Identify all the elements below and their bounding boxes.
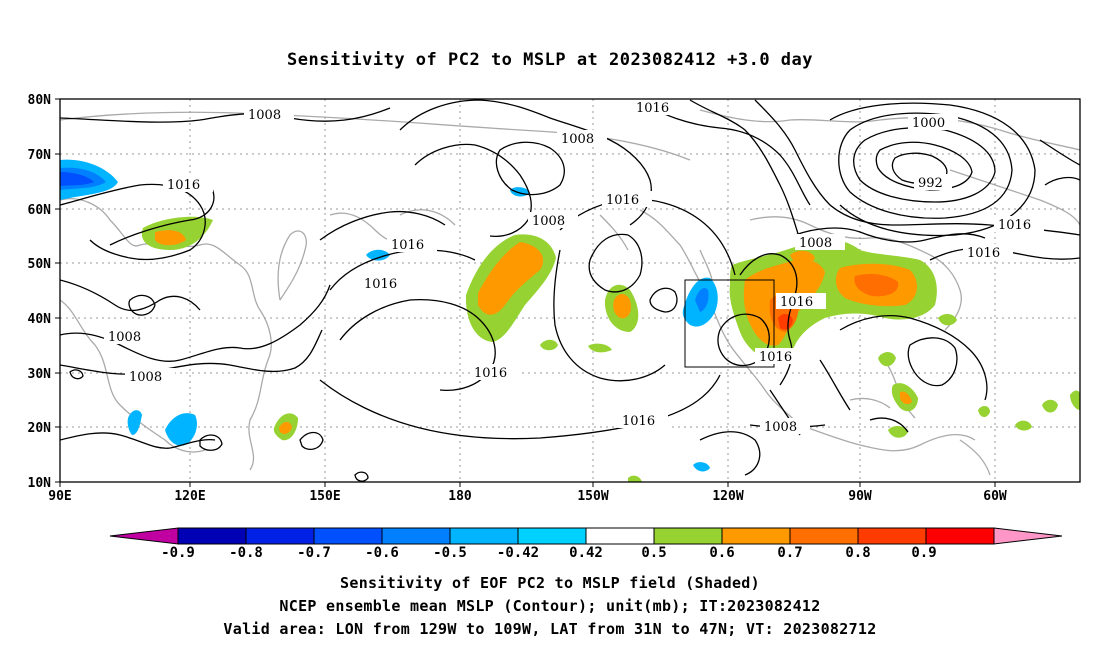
contour-label: 1008 xyxy=(764,420,797,435)
lon-label-90w: 90W xyxy=(848,489,872,504)
contour-label: 1008 xyxy=(532,214,565,229)
contour-label: 1016 xyxy=(474,366,507,381)
lon-label-150e: 150E xyxy=(309,489,340,504)
contour-label: 1008 xyxy=(248,108,281,123)
contour-label: 1016 xyxy=(364,277,397,292)
contour-label: 1008 xyxy=(108,330,141,345)
lat-label-60n: 60N xyxy=(28,203,52,218)
contour-label: 1016 xyxy=(998,218,1031,233)
contour-label: 1016 xyxy=(167,178,200,193)
caption-valid-area: Valid area: LON from 129W to 109W, LAT f… xyxy=(223,620,877,638)
contour-label: 1016 xyxy=(622,414,655,429)
contour-label: 1016 xyxy=(759,350,792,365)
valid-area-box xyxy=(684,279,775,368)
contour-label: 1016 xyxy=(780,295,813,310)
contour-labels: 1008 1016 1008 1016 1000 992 1016 1008 1… xyxy=(104,99,1044,385)
lat-label-70n: 70N xyxy=(28,148,52,163)
contour-label: 1000 xyxy=(912,116,945,131)
contour-label: 1016 xyxy=(606,193,639,208)
lat-label-30n: 30N xyxy=(28,367,52,382)
contour-label: 1008 xyxy=(561,132,594,147)
map-frame xyxy=(59,98,1081,483)
lon-label-90e: 90E xyxy=(48,489,71,504)
lon-label-60w: 60W xyxy=(983,489,1007,504)
contour-label: 1016 xyxy=(967,246,1000,261)
shaded-sensitivity xyxy=(60,159,1080,482)
lon-label-120w: 120W xyxy=(712,489,743,504)
lat-label-20n: 20N xyxy=(28,421,52,436)
lon-label-150w: 150W xyxy=(577,489,608,504)
axis-ticks xyxy=(55,98,996,487)
chart-title: Sensitivity of PC2 to MSLP at 2023082412… xyxy=(286,50,813,70)
contour-label: 992 xyxy=(918,176,943,191)
caption-shaded: Sensitivity of EOF PC2 to MSLP field (Sh… xyxy=(340,574,760,592)
lat-label-10n: 10N xyxy=(28,476,52,491)
lon-label-120e: 120E xyxy=(174,489,205,504)
caption-contour: NCEP ensemble mean MSLP (Contour); unit(… xyxy=(279,597,821,615)
contour-label: 1016 xyxy=(391,238,424,253)
contour-label: 1008 xyxy=(799,236,832,251)
contour-labels-extra: 1016 1008 xyxy=(618,412,810,435)
contour-label: 1016 xyxy=(636,101,669,116)
lat-label-40n: 40N xyxy=(28,312,52,327)
lat-label-50n: 50N xyxy=(28,257,52,272)
contour-label: 1008 xyxy=(129,370,162,385)
lat-label-80n: 80N xyxy=(28,93,52,108)
lon-label-180: 180 xyxy=(448,489,472,504)
sensitivity-map: 1008 1016 1008 1016 1000 992 1016 1008 1… xyxy=(28,93,1081,504)
